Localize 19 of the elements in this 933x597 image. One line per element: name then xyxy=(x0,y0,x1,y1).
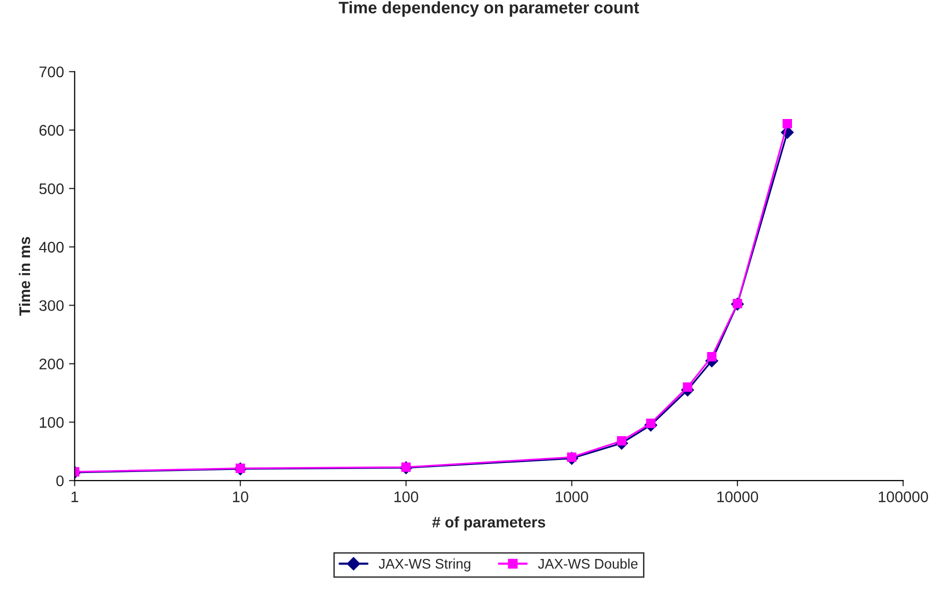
chart-title: Time dependency on parameter count xyxy=(338,1,640,17)
x-axis-title: # of parameters xyxy=(432,516,546,531)
legend-label: JAX-WS Double xyxy=(538,558,638,569)
y-tick-label: 700 xyxy=(40,66,64,78)
x-tick-label: 1 xyxy=(72,492,78,502)
y-tick-label: 400 xyxy=(39,242,64,253)
x-tick-label: 100000 xyxy=(878,491,928,502)
x-tick-label: 10000 xyxy=(717,491,758,502)
y-tick-label: 300 xyxy=(39,300,64,312)
y-axis-title: Time in ms xyxy=(18,236,30,316)
y-tick-label: 200 xyxy=(40,358,64,370)
y-tick-label: 500 xyxy=(39,183,64,194)
y-tick-label: 100 xyxy=(40,417,64,428)
x-tick-label: 1000 xyxy=(556,491,588,502)
x-tick-label: 10 xyxy=(233,491,248,502)
legend-label: JAX-WS String xyxy=(378,558,470,572)
x-tick-label: 100 xyxy=(394,491,418,502)
y-tick-label: 0 xyxy=(56,475,64,486)
y-tick-label: 600 xyxy=(40,124,64,136)
